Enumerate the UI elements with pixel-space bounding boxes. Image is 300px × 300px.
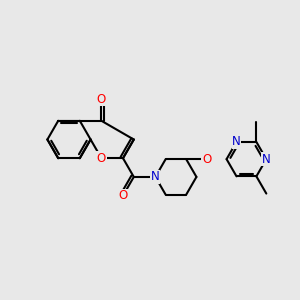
Text: O: O	[118, 189, 127, 202]
Text: O: O	[202, 153, 211, 166]
Text: N: N	[232, 135, 241, 148]
Text: N: N	[151, 170, 160, 183]
Text: N: N	[262, 153, 271, 166]
Text: O: O	[97, 93, 106, 106]
Text: O: O	[97, 152, 106, 165]
